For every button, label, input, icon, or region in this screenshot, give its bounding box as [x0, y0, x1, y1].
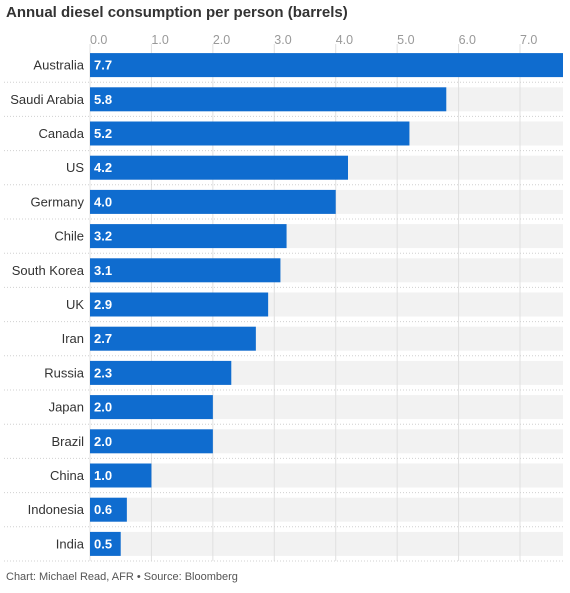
value-label: 5.8 — [94, 92, 112, 107]
bar-layer — [90, 53, 563, 556]
category-label: US — [66, 160, 84, 175]
x-tick-label: 5.0 — [397, 33, 414, 47]
category-label: Iran — [62, 331, 84, 346]
category-label: Russia — [44, 365, 85, 380]
bar — [90, 395, 213, 420]
x-tick-label: 4.0 — [336, 33, 353, 47]
category-label: Indonesia — [28, 502, 85, 517]
value-label: 4.2 — [94, 160, 112, 175]
value-label: 0.6 — [94, 502, 112, 517]
bar — [90, 497, 127, 522]
value-label: 2.9 — [94, 297, 112, 312]
bar — [90, 224, 287, 249]
bar — [90, 87, 447, 112]
bar — [90, 53, 563, 78]
bar-track — [90, 463, 563, 488]
value-label: 2.3 — [94, 365, 112, 380]
x-tick-label: 3.0 — [274, 33, 291, 47]
category-label: Japan — [49, 400, 84, 415]
value-label: 3.1 — [94, 263, 112, 278]
category-label: Australia — [33, 58, 84, 73]
value-label: 7.7 — [94, 58, 112, 73]
category-label: Chile — [54, 229, 84, 244]
category-label: Saudi Arabia — [10, 92, 84, 107]
bar — [90, 121, 410, 146]
value-label: 2.0 — [94, 434, 112, 449]
value-label: 3.2 — [94, 229, 112, 244]
category-label: Canada — [38, 126, 84, 141]
category-label: Brazil — [51, 434, 84, 449]
x-tick-label: 6.0 — [459, 33, 476, 47]
value-label: 1.0 — [94, 468, 112, 483]
bar — [90, 463, 152, 488]
bar-track — [90, 497, 563, 522]
bar — [90, 326, 256, 351]
category-label: Germany — [31, 194, 85, 209]
category-label: India — [56, 536, 85, 551]
value-label: 5.2 — [94, 126, 112, 141]
x-tick-label: 0.0 — [90, 33, 107, 47]
value-label: 4.0 — [94, 194, 112, 209]
value-label: 0.5 — [94, 536, 112, 551]
label-layer: 0.0 1.0 2.0 3.0 4.0 5.0 6.0 7.0 Australia 7.7 Saud… — [10, 33, 537, 551]
category-label: South Korea — [12, 263, 85, 278]
bar — [90, 155, 348, 180]
x-tick-label: 1.0 — [151, 33, 168, 47]
category-label: China — [50, 468, 85, 483]
x-tick-label: 2.0 — [213, 33, 230, 47]
category-label: UK — [66, 297, 84, 312]
x-tick-label: 7.0 — [520, 33, 537, 47]
bar — [90, 258, 281, 283]
bar — [90, 360, 232, 385]
bar — [90, 429, 213, 454]
bar — [90, 531, 121, 556]
bar — [90, 189, 336, 214]
value-label: 2.7 — [94, 331, 112, 346]
bar — [90, 292, 269, 317]
value-label: 2.0 — [94, 400, 112, 415]
bar-track — [90, 531, 563, 556]
chart-footer: Chart: Michael Read, AFR • Source: Bloom… — [6, 571, 238, 583]
chart-title: Annual diesel consumption per person (ba… — [6, 4, 348, 21]
